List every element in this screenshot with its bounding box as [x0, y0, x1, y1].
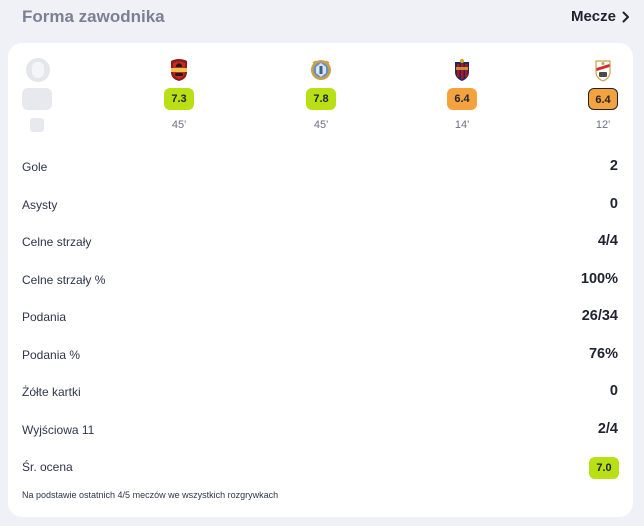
stat-value: 76%	[588, 345, 618, 362]
stat-row-passes: Podania 26/34	[8, 299, 633, 337]
section-header: Forma zawodnika Mecze	[0, 0, 644, 40]
stat-label: Podania %	[22, 347, 81, 362]
match-column[interactable]: 7.3 45'	[159, 58, 199, 131]
stat-row-shots-on-target-pct: Celne strzały % 100%	[8, 262, 633, 300]
rayo-crest-icon	[583, 58, 623, 82]
levante-crest-icon	[442, 58, 482, 82]
stat-label: Wyjściowa 11	[22, 422, 95, 437]
stat-label: Śr. ocena	[22, 460, 73, 474]
stat-value: 0	[609, 195, 618, 212]
stat-label: Żółte kartki	[22, 385, 81, 399]
stat-row-shots-on-target: Celne strzały 4/4	[8, 224, 633, 262]
match-rating: 7.8	[306, 88, 336, 110]
club-crest-red-icon	[159, 58, 199, 82]
stat-row-passes-pct: Podania % 76%	[8, 337, 633, 375]
match-minutes: 12'	[595, 119, 611, 131]
match-minutes: 45'	[171, 119, 187, 131]
stat-row-goals: Gole 2	[8, 149, 633, 187]
match-rating: 7.3	[164, 88, 194, 110]
match-rating-selected: 6.4	[588, 88, 618, 110]
stat-row-yellow-cards: Żółte kartki 0	[8, 374, 633, 412]
stat-row-average-rating: Śr. ocena 7.0	[8, 449, 633, 487]
footnote: Na podstawie ostatnich 4/5 meczów we wsz…	[22, 490, 279, 500]
match-column[interactable]: 6.4 14'	[442, 58, 482, 131]
stat-label: Asysty	[22, 197, 58, 212]
player-form-card: 7.3 45' 7.8 45' 6	[8, 43, 633, 517]
stats-list: Gole 2 Asysty 0 Celne strzały 4/4 Celne …	[8, 149, 633, 487]
stat-value: 0	[609, 383, 618, 399]
stat-value: 26/34	[581, 308, 618, 324]
stat-label: Gole	[22, 160, 48, 174]
match-column[interactable]: 6.4 12'	[583, 58, 623, 131]
stat-row-starting-eleven: Wyjściowa 11 2/4	[8, 412, 633, 450]
section-title: Forma zawodnika	[22, 7, 165, 26]
matches-label: Mecze	[570, 8, 616, 25]
stat-value: 2	[609, 158, 618, 174]
minutes-placeholder	[30, 118, 44, 132]
club-crest-blue-gold-icon	[301, 58, 341, 82]
stat-value: 2/4	[597, 420, 618, 437]
match-rating: 6.4	[447, 88, 477, 110]
average-rating-badge: 7.0	[589, 457, 619, 479]
stat-label: Celne strzały	[22, 235, 92, 249]
chevron-right-icon	[622, 11, 630, 23]
stat-label: Celne strzały %	[22, 272, 106, 287]
match-column[interactable]: 7.8 45'	[301, 58, 341, 131]
stat-label: Podania	[22, 310, 67, 324]
matches-link[interactable]: Mecze	[571, 8, 630, 25]
match-minutes: 45'	[313, 119, 329, 131]
stat-row-assists: Asysty 0	[8, 187, 633, 225]
stat-value: 100%	[580, 270, 618, 287]
match-minutes: 14'	[454, 119, 470, 131]
player-avatar-placeholder	[26, 58, 50, 82]
stat-value: 4/4	[597, 233, 618, 249]
rating-placeholder	[22, 88, 52, 110]
